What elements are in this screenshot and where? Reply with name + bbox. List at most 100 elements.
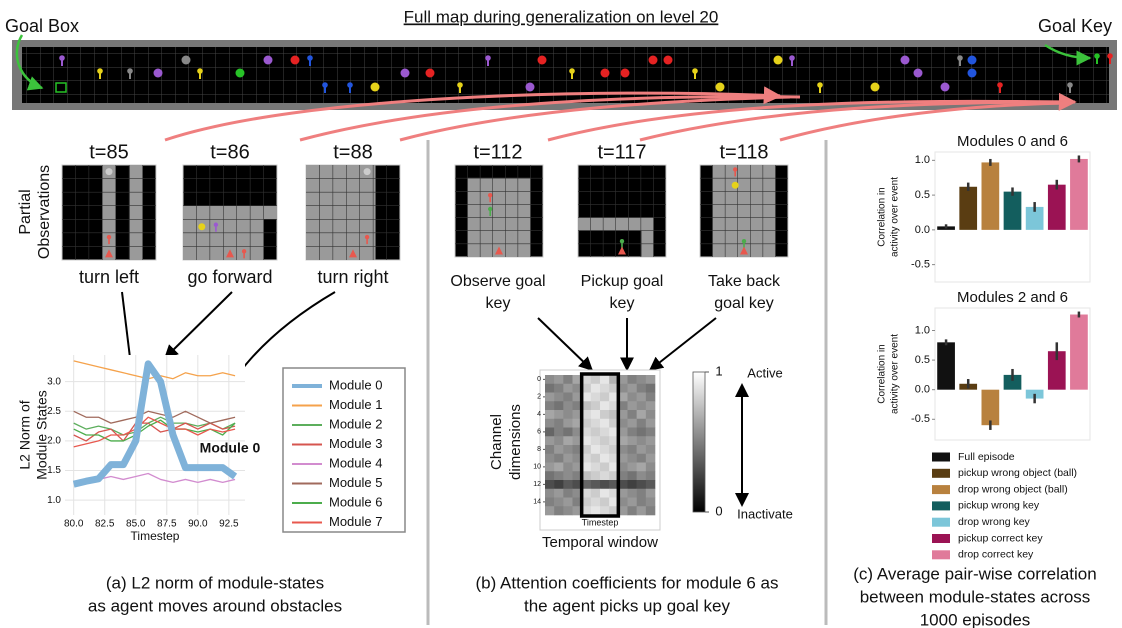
heatmap-cell (628, 498, 637, 507)
y-tick-label: -0.5 (911, 259, 930, 271)
y-tick-label: 1.0 (915, 324, 930, 336)
key (107, 235, 111, 239)
heatmap-cell (545, 463, 554, 472)
y-tick-label: -0.5 (911, 413, 930, 425)
heatmap-cell (637, 410, 646, 419)
heatmap-cell (591, 419, 600, 428)
heatmap-cell (628, 384, 637, 393)
heatmap-cell (646, 401, 655, 410)
legend-label: Module 2 (329, 416, 382, 431)
map-ball (182, 56, 191, 65)
caption: 1000 episodes (920, 610, 1031, 628)
heatmap-cell (637, 436, 646, 445)
caption: (c) Average pair-wise correlation (853, 564, 1096, 583)
y-tick-label: 6 (537, 429, 541, 436)
legend-swatch (932, 534, 950, 543)
heatmap-cell (637, 428, 646, 437)
heatmap-cell (591, 428, 600, 437)
frame-time: t=85 (89, 141, 128, 163)
heatmap-cell (563, 498, 572, 507)
map-ball (941, 83, 950, 92)
ball (198, 223, 205, 230)
y-tick-label: 2 (537, 394, 541, 401)
bar (982, 162, 1000, 229)
heatmap-cell (563, 436, 572, 445)
bar (1048, 185, 1066, 230)
axis-label: Partial (17, 189, 34, 234)
heatmap-cell (545, 480, 554, 489)
heatmap-cell (554, 436, 563, 445)
y-tick-label: 10 (533, 464, 541, 471)
y-tick-label: 8 (537, 446, 541, 453)
heatmap-cell (600, 384, 609, 393)
map-ball (649, 56, 658, 65)
map-key (307, 55, 313, 61)
heatmap-cell (600, 393, 609, 402)
x-tick-label: 92.5 (219, 519, 239, 530)
heatmap-cell (646, 410, 655, 419)
colorbar (693, 372, 705, 512)
heatmap-cell (563, 506, 572, 515)
legend-label: drop wrong key (958, 516, 1031, 528)
legend-label: Full episode (958, 451, 1015, 463)
key (756, 237, 758, 242)
heatmap-cell (563, 428, 572, 437)
heatmap-cell (600, 489, 609, 498)
heatmap-cell (563, 419, 572, 428)
legend-label: Module 6 (329, 494, 382, 509)
frame-time: t=88 (333, 141, 372, 163)
heatmap-cell (628, 463, 637, 472)
x-tick-label: 80.0 (64, 519, 84, 530)
map-ball (621, 69, 630, 78)
map-key (349, 87, 351, 93)
observation-wall (641, 217, 653, 257)
heatmap-cell (646, 393, 655, 402)
heatmap-cell (591, 454, 600, 463)
heatmap-cell (637, 445, 646, 454)
pointer-arrow (165, 292, 232, 358)
legend-label: drop correct key (958, 549, 1034, 561)
heatmap-cell (646, 384, 655, 393)
heatmap-cell (545, 419, 554, 428)
key (488, 193, 492, 197)
x-tick-label: 87.5 (157, 519, 177, 530)
heatmap-cell (554, 480, 563, 489)
heatmap-cell (563, 445, 572, 454)
heatmap-cell (554, 454, 563, 463)
map-ball (601, 69, 610, 78)
map-key (999, 87, 1001, 93)
map-ball (774, 56, 783, 65)
heatmap-cell (545, 489, 554, 498)
x-tick-label: 90.0 (188, 519, 208, 530)
y-axis-label: Correlation in (877, 187, 888, 246)
key (489, 197, 491, 202)
heatmap-cell (554, 445, 563, 454)
x-axis-label: Timestep (582, 517, 619, 527)
heatmap-cell (637, 393, 646, 402)
legend-label: pickup correct key (958, 532, 1043, 544)
map-key (817, 82, 823, 88)
heatmap-cell (600, 506, 609, 515)
heatmap-cell (591, 471, 600, 480)
heatmap-cell (545, 471, 554, 480)
legend-label: Module 0 (329, 377, 382, 392)
key (620, 239, 624, 243)
heatmap-cell (646, 436, 655, 445)
key (734, 171, 736, 176)
map-ball (371, 83, 380, 92)
frame-label: goal key (714, 295, 774, 312)
pointer-arrow (538, 318, 592, 370)
map-key (819, 87, 821, 93)
y-tick-label: 12 (533, 481, 541, 488)
heatmap-cell (591, 393, 600, 402)
frame-label: key (486, 295, 511, 312)
frame-action: go forward (187, 267, 272, 287)
legend-swatch (932, 453, 950, 462)
frame-action: turn right (317, 267, 388, 287)
map-key (1109, 58, 1111, 64)
frame-time: t=112 (473, 141, 522, 163)
y-tick-label: 1.0 (915, 154, 930, 166)
map-key (129, 73, 131, 79)
frame-time: t=117 (597, 141, 646, 163)
heatmap-cell (628, 393, 637, 402)
